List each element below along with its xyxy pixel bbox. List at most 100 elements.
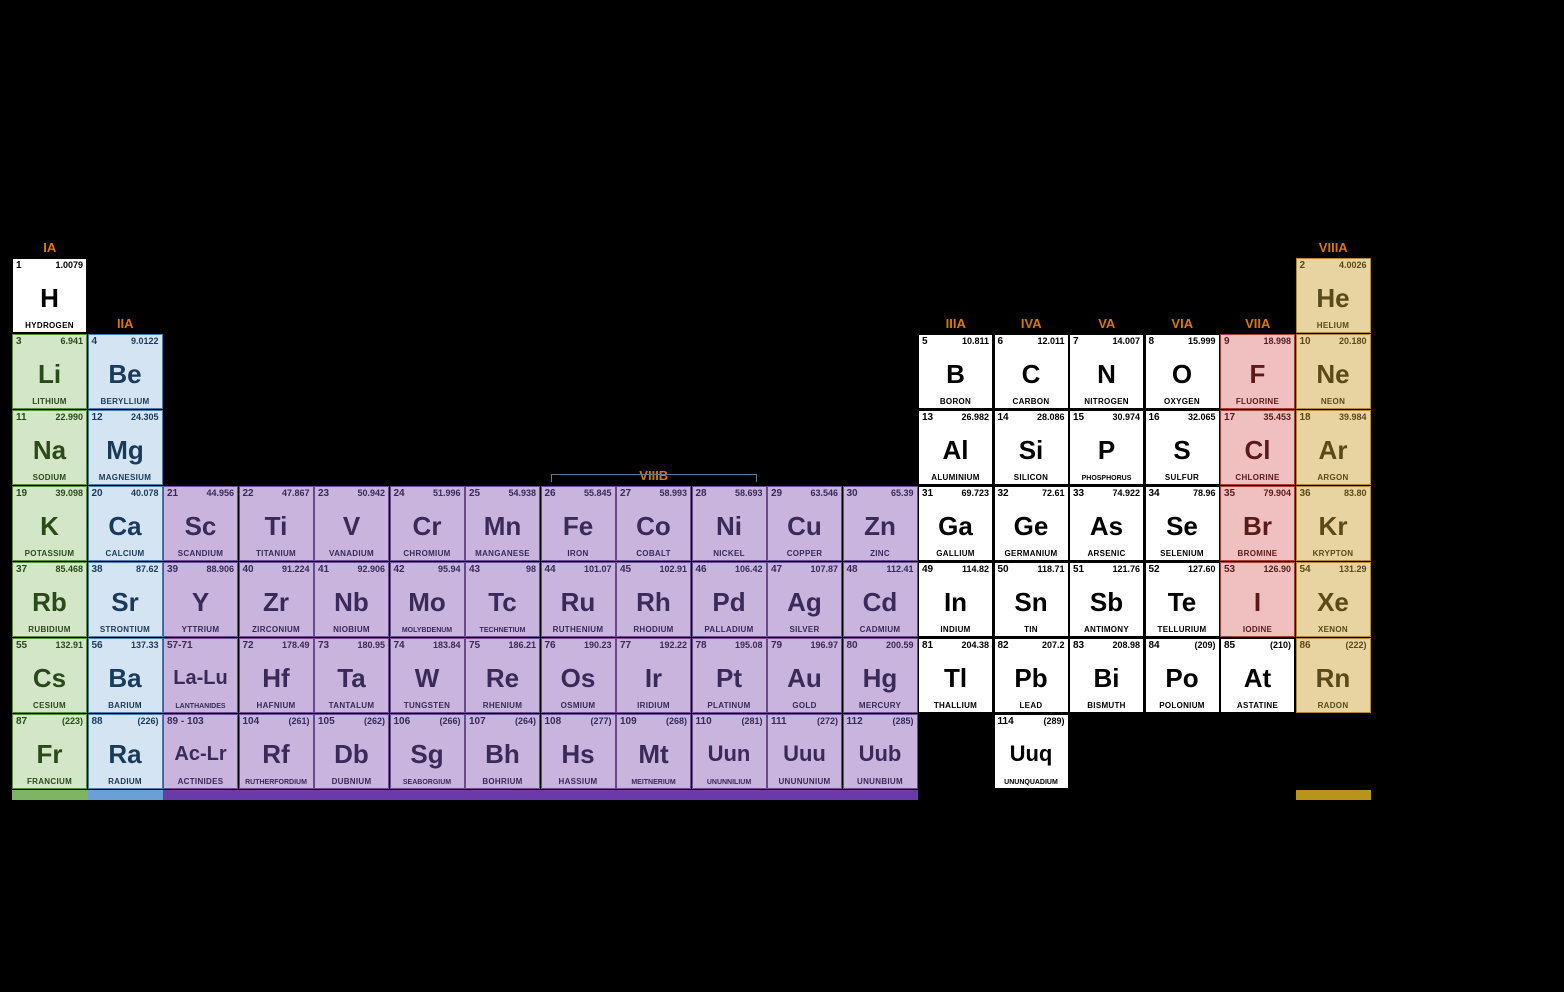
element-symbol: Ti: [243, 513, 310, 539]
element-F: 918.998FFLUORINE: [1220, 334, 1295, 409]
element-symbol: Mt: [620, 741, 687, 767]
element-Ac-Lr: 89 - 103Ac-LrACTINIDES: [163, 714, 238, 789]
element-name: GALLIUM: [922, 550, 989, 558]
atomic-number: 23: [318, 489, 329, 499]
atomic-mass: 22.990: [55, 413, 83, 423]
element-symbol: Fr: [16, 741, 83, 767]
element-name: RADIUM: [92, 778, 159, 786]
element-name: RUTHERFORDIUM: [243, 779, 310, 786]
atomic-number: 49: [922, 565, 933, 575]
element-Ca: 2040.078CaCALCIUM: [88, 486, 163, 561]
atomic-mass: 118.71: [1037, 565, 1064, 575]
element-Pd: 46106.42PdPALLADIUM: [692, 562, 767, 637]
atomic-mass: (266): [439, 717, 460, 727]
element-symbol: Zn: [847, 513, 914, 539]
element-name: CHROMIUM: [394, 550, 461, 558]
element-Db: 105(262)DbDUBNIUM: [314, 714, 389, 789]
element-H: 11.0079HHYDROGEN: [12, 258, 87, 333]
element-symbol: Ar: [1300, 437, 1367, 463]
atomic-number: 55: [16, 641, 27, 651]
atomic-number: 34: [1149, 489, 1160, 499]
atomic-number: 39: [167, 565, 178, 575]
element-symbol: In: [922, 589, 989, 615]
element-Co: 2758.993CoCOBALT: [616, 486, 691, 561]
element-symbol: La-Lu: [167, 668, 234, 688]
atomic-number: 47: [771, 565, 782, 575]
atomic-mass: 107.87: [810, 565, 838, 575]
atomic-number: 13: [922, 413, 933, 423]
element-name: BROMINE: [1224, 550, 1291, 558]
element-symbol: Ge: [998, 513, 1065, 539]
element-name: PLATINUM: [696, 702, 763, 710]
element-Tc: 4398TcTECHNETIUM: [465, 562, 540, 637]
element-V: 2350.942VVANADIUM: [314, 486, 389, 561]
atomic-mass: 24.305: [131, 413, 159, 423]
element-name: COPPER: [771, 550, 838, 558]
element-Rb: 3785.468RbRUBIDIUM: [12, 562, 87, 637]
element-symbol: Pt: [696, 665, 763, 691]
element-Pb: 82207.2PbLEAD: [994, 638, 1069, 713]
element-Ba: 56137.33BaBARIUM: [88, 638, 163, 713]
element-symbol: Te: [1149, 589, 1216, 615]
atomic-number: 8: [1149, 337, 1155, 347]
atomic-mass: 180.95: [357, 641, 385, 651]
atomic-mass: 132.91: [55, 641, 83, 651]
element-Zr: 4091.224ZrZIRCONIUM: [239, 562, 314, 637]
element-name: SILVER: [771, 626, 838, 634]
atomic-mass: 79.904: [1263, 489, 1291, 499]
element-name: IRIDIUM: [620, 702, 687, 710]
atomic-mass: (277): [590, 717, 611, 727]
atomic-mass: (268): [666, 717, 687, 727]
atomic-mass: 35.453: [1263, 413, 1291, 423]
atomic-number: 17: [1224, 413, 1235, 423]
element-symbol: H: [16, 285, 83, 311]
element-Ir: 77192.22IrIRIDIUM: [616, 638, 691, 713]
element-symbol: Ba: [92, 665, 159, 691]
atomic-number: 18: [1300, 413, 1311, 423]
element-name: TIN: [998, 626, 1065, 634]
element-symbol: Cs: [16, 665, 83, 691]
element-Uuu: 111(272)UuuUNUNUNIUM: [767, 714, 842, 789]
atomic-mass: 40.078: [131, 489, 159, 499]
atomic-number: 35: [1224, 489, 1235, 499]
element-Ra: 88(226)RaRADIUM: [88, 714, 163, 789]
element-name: TITANIUM: [243, 550, 310, 558]
element-name: BOHRIUM: [469, 778, 536, 786]
element-symbol: Uun: [696, 743, 763, 765]
element-Bi: 83208.98BiBISMUTH: [1069, 638, 1144, 713]
group-label-VIIA: VIIA: [1220, 316, 1296, 331]
atomic-mass: 39.984: [1339, 413, 1367, 423]
atomic-mass: 10.811: [962, 337, 989, 347]
element-Ni: 2858.693NiNICKEL: [692, 486, 767, 561]
element-Hf: 72178.49HfHAFNIUM: [239, 638, 314, 713]
atomic-mass: (210): [1270, 641, 1291, 651]
element-name: ANTIMONY: [1073, 626, 1140, 634]
element-symbol: I: [1224, 589, 1291, 615]
element-symbol: Y: [167, 589, 234, 615]
atomic-number: 31: [922, 489, 933, 499]
element-symbol: Hf: [243, 665, 310, 691]
element-symbol: Ne: [1300, 361, 1367, 387]
atomic-mass: 196.97: [810, 641, 838, 651]
atomic-number: 1: [16, 261, 22, 271]
atomic-number: 54: [1300, 565, 1311, 575]
element-symbol: Bh: [469, 741, 536, 767]
atomic-mass: 54.938: [508, 489, 536, 499]
element-symbol: Sr: [92, 589, 159, 615]
element-name: ASTATINE: [1224, 702, 1291, 710]
element-symbol: Sn: [998, 589, 1065, 615]
atomic-mass: 114.82: [962, 565, 989, 575]
element-symbol: Hg: [847, 665, 914, 691]
atomic-number: 89 - 103: [167, 717, 204, 727]
element-symbol: S: [1149, 437, 1216, 463]
element-symbol: Au: [771, 665, 838, 691]
element-name: THALLIUM: [922, 702, 989, 710]
element-Os: 76190.23OsOSMIUM: [541, 638, 616, 713]
atomic-number: 9: [1224, 337, 1230, 347]
element-Sg: 106(266)SgSEABORGIUM: [390, 714, 465, 789]
element-name: HYDROGEN: [16, 322, 83, 330]
element-name: YTTRIUM: [167, 626, 234, 634]
element-Y: 3988.906YYTTRIUM: [163, 562, 238, 637]
element-symbol: Cu: [771, 513, 838, 539]
element-symbol: Tc: [469, 589, 536, 615]
